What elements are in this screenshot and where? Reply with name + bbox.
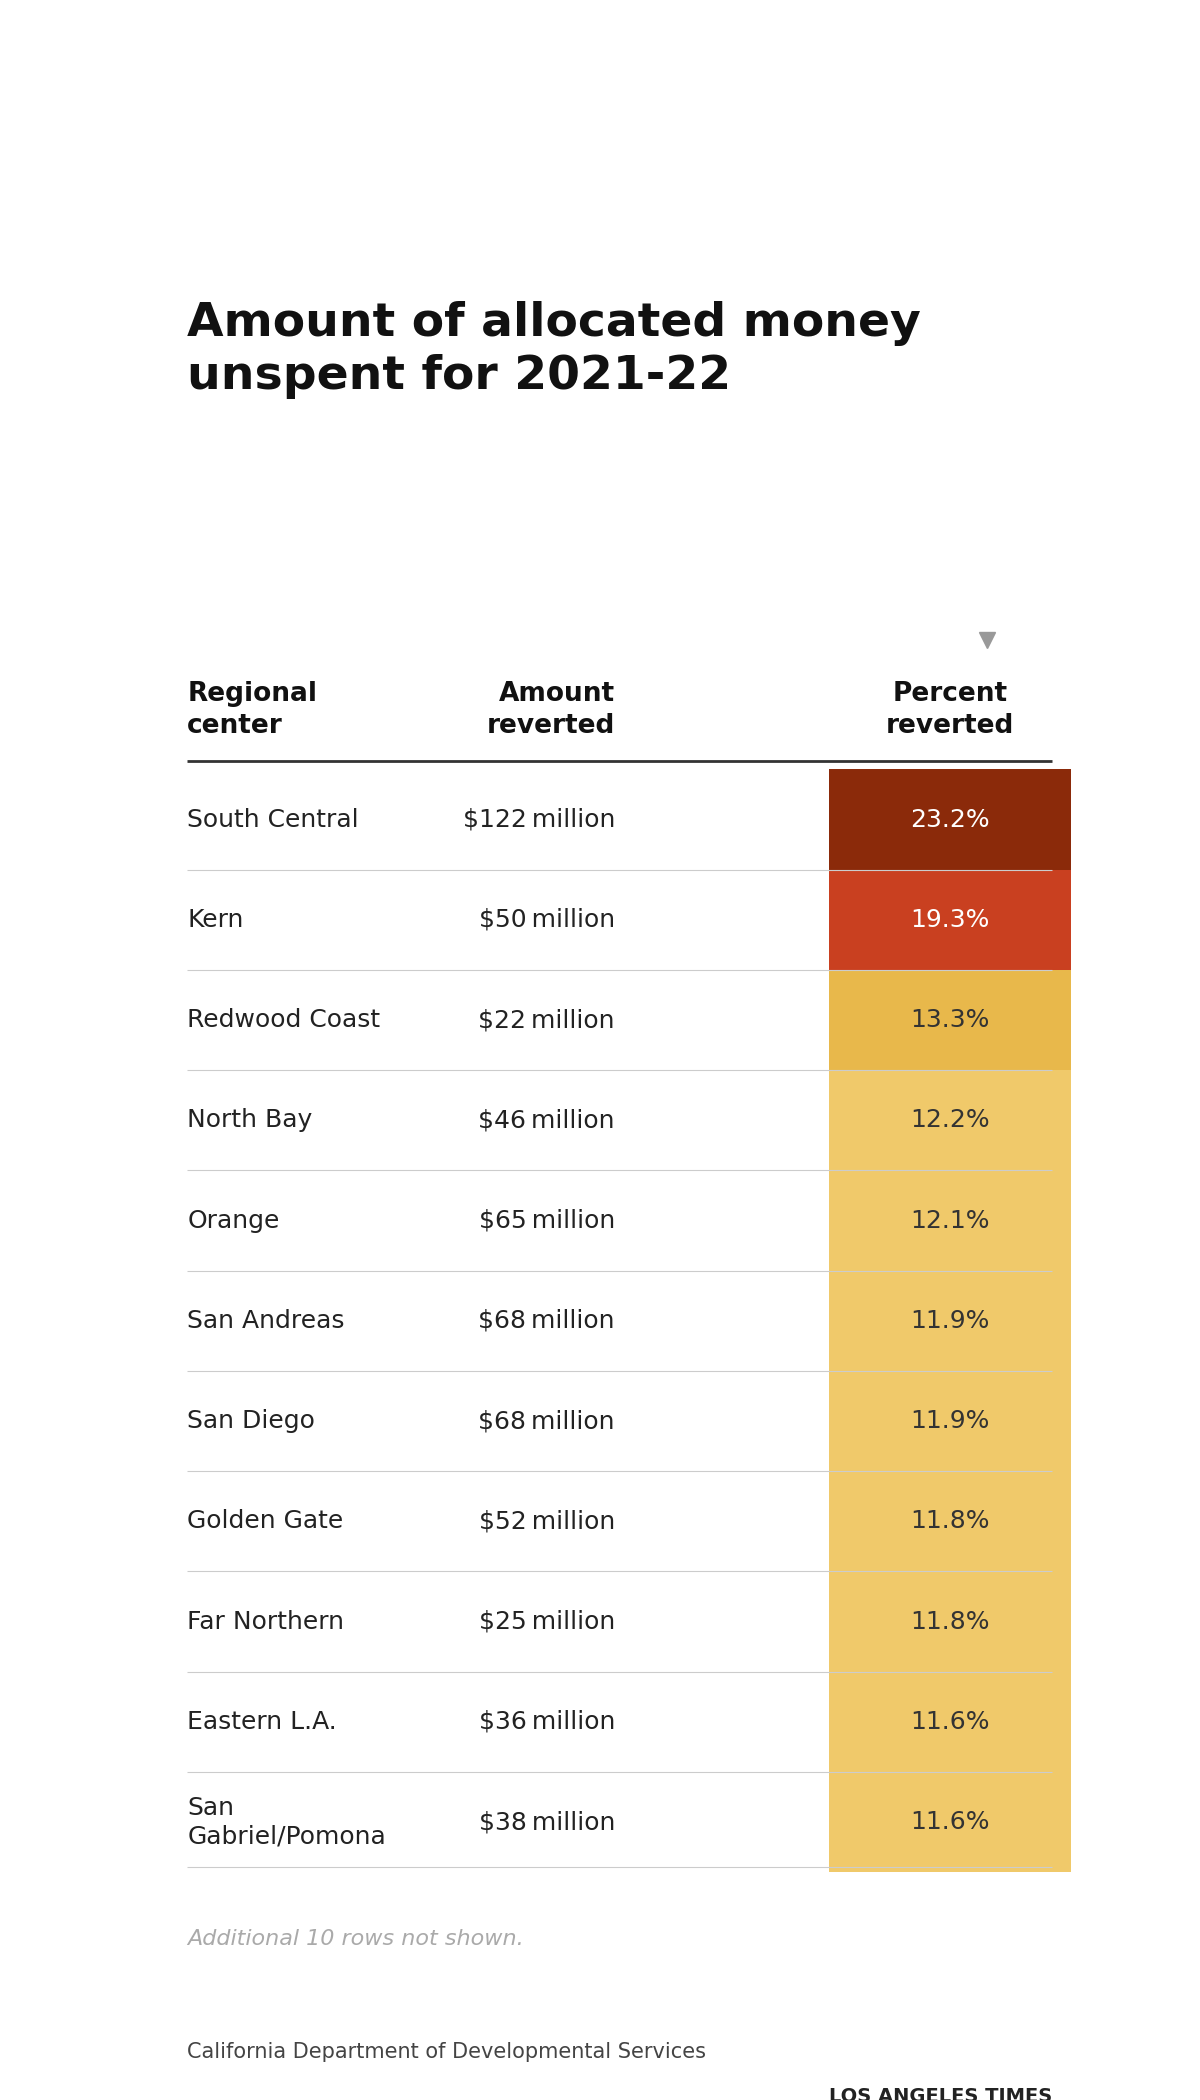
Text: Regional
center: Regional center <box>187 680 317 739</box>
Bar <box>187 1371 829 1472</box>
Bar <box>829 1270 1070 1371</box>
Text: 11.6%: 11.6% <box>910 1709 990 1735</box>
Text: Amount of allocated money
unspent for 2021-22: Amount of allocated money unspent for 20… <box>187 300 920 399</box>
Text: 11.8%: 11.8% <box>910 1609 990 1634</box>
Text: $36 million: $36 million <box>479 1709 616 1735</box>
Bar <box>187 869 829 970</box>
Bar <box>187 1672 829 1772</box>
Bar <box>829 869 1070 970</box>
Bar <box>829 1071 1070 1170</box>
Bar <box>829 1772 1070 1873</box>
Text: $68 million: $68 million <box>479 1409 616 1432</box>
Text: Eastern L.A.: Eastern L.A. <box>187 1709 337 1735</box>
Text: Kern: Kern <box>187 907 244 932</box>
Bar <box>829 1472 1070 1571</box>
Text: Orange: Orange <box>187 1210 280 1233</box>
Text: San Diego: San Diego <box>187 1409 316 1432</box>
Text: South Central: South Central <box>187 808 359 832</box>
Text: San Andreas: San Andreas <box>187 1308 344 1334</box>
Text: North Bay: North Bay <box>187 1109 312 1132</box>
Text: 11.6%: 11.6% <box>910 1810 990 1833</box>
Text: $122 million: $122 million <box>463 808 616 832</box>
Text: 11.8%: 11.8% <box>910 1510 990 1533</box>
Text: $25 million: $25 million <box>479 1609 616 1634</box>
Text: Golden Gate: Golden Gate <box>187 1510 343 1533</box>
Text: California Department of Developmental Services: California Department of Developmental S… <box>187 2041 706 2062</box>
Text: Redwood Coast: Redwood Coast <box>187 1008 380 1031</box>
Text: San
Gabriel/Pomona: San Gabriel/Pomona <box>187 1796 386 1848</box>
Text: $68 million: $68 million <box>479 1308 616 1334</box>
Bar <box>829 1672 1070 1772</box>
Text: 19.3%: 19.3% <box>910 907 990 932</box>
Text: 12.2%: 12.2% <box>910 1109 990 1132</box>
Bar <box>187 970 829 1071</box>
Bar <box>829 1571 1070 1672</box>
Text: Percent
reverted: Percent reverted <box>886 680 1014 739</box>
Bar <box>187 1170 829 1270</box>
Bar <box>829 1170 1070 1270</box>
Bar <box>187 1071 829 1170</box>
Text: $52 million: $52 million <box>479 1510 616 1533</box>
Text: $46 million: $46 million <box>479 1109 616 1132</box>
Text: $38 million: $38 million <box>479 1810 616 1833</box>
Bar <box>187 769 829 869</box>
Text: $50 million: $50 million <box>479 907 616 932</box>
Text: 13.3%: 13.3% <box>910 1008 990 1031</box>
Bar <box>187 1472 829 1571</box>
Text: Additional 10 rows not shown.: Additional 10 rows not shown. <box>187 1928 524 1949</box>
Bar <box>829 1371 1070 1472</box>
Bar <box>829 769 1070 869</box>
Text: Far Northern: Far Northern <box>187 1609 344 1634</box>
Text: 11.9%: 11.9% <box>910 1308 990 1334</box>
Bar <box>187 1571 829 1672</box>
Text: $22 million: $22 million <box>479 1008 616 1031</box>
Bar <box>829 970 1070 1071</box>
Bar <box>187 1772 829 1873</box>
Text: 11.9%: 11.9% <box>910 1409 990 1432</box>
Text: Amount
reverted: Amount reverted <box>487 680 616 739</box>
Text: $65 million: $65 million <box>479 1210 616 1233</box>
Bar <box>187 1270 829 1371</box>
Text: 12.1%: 12.1% <box>910 1210 990 1233</box>
Text: 23.2%: 23.2% <box>910 808 990 832</box>
Text: LOS ANGELES TIMES: LOS ANGELES TIMES <box>829 2087 1052 2100</box>
